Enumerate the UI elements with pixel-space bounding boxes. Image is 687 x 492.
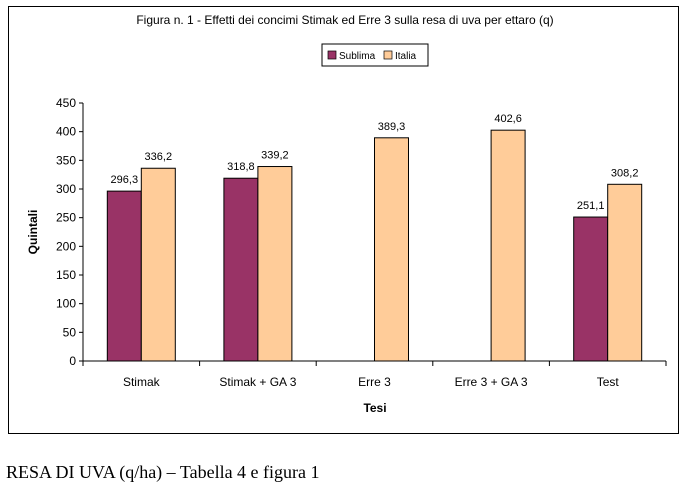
caption: RESA DI UVA (q/ha) – Tabella 4 e figura … <box>6 462 320 482</box>
data-label: 296,3 <box>111 174 139 186</box>
x-tick-label: Stimak <box>123 375 161 389</box>
y-tick-label: 400 <box>56 125 76 139</box>
data-label: 339,2 <box>261 150 289 162</box>
x-tick-label: Test <box>597 375 620 389</box>
bar-sublima <box>573 216 609 362</box>
data-label: 336,2 <box>145 151 173 163</box>
x-axis-title: Tesi <box>363 401 386 415</box>
legend-box <box>321 43 429 67</box>
y-tick-label: 150 <box>56 268 76 282</box>
y-tick-label: 250 <box>56 211 76 225</box>
x-tick-label: Erre 3 <box>358 375 391 389</box>
data-label: 389,3 <box>378 121 406 133</box>
data-label: 308,2 <box>611 167 639 179</box>
legend-swatch-italia <box>383 50 393 60</box>
data-label: 251,1 <box>577 200 605 212</box>
bar-italia <box>374 137 409 362</box>
bar-sublima <box>106 190 142 362</box>
bar-italia <box>140 167 176 362</box>
y-tick-label: 300 <box>56 182 76 196</box>
bar-sublima <box>223 177 259 362</box>
y-tick-label: 50 <box>63 325 77 339</box>
bar-italia <box>607 183 643 362</box>
data-label: 318,8 <box>227 161 255 173</box>
y-tick-label: 0 <box>69 354 76 368</box>
bar-italia <box>490 129 526 362</box>
x-tick-label: Erre 3 + GA 3 <box>455 375 528 389</box>
x-tick-label: Stimak + GA 3 <box>219 375 296 389</box>
y-tick-label: 350 <box>56 153 76 167</box>
legend-label-sublima: Sublima <box>339 51 376 62</box>
chart-title: Figura n. 1 - Effetti dei concimi Stimak… <box>136 13 553 27</box>
legend-swatch-sublima <box>327 50 337 60</box>
chart-frame <box>8 6 679 434</box>
data-label: 402,6 <box>494 113 522 125</box>
y-tick-label: 450 <box>56 96 76 110</box>
y-tick-label: 100 <box>56 297 76 311</box>
bar-italia <box>257 166 293 362</box>
legend-label-italia: Italia <box>395 51 417 62</box>
y-axis-title: Quintali <box>26 210 40 255</box>
y-tick-label: 200 <box>56 239 76 253</box>
